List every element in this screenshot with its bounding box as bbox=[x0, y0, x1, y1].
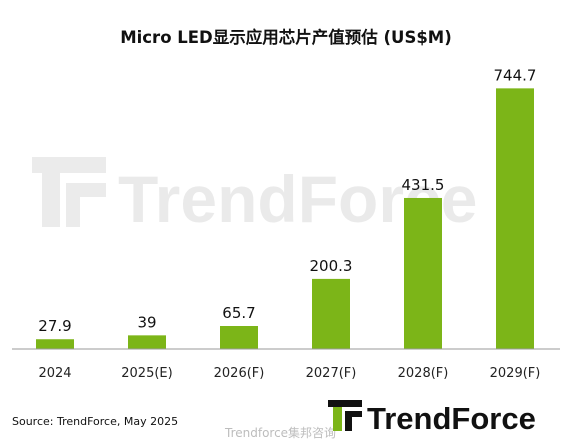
bar-2029(F) bbox=[496, 88, 534, 349]
bar-2024 bbox=[36, 339, 74, 349]
trendforce-logo: TrendForce bbox=[328, 400, 536, 436]
data-labels: 27.9 39 65.7 200.3 431.5 744.7 bbox=[38, 66, 536, 335]
x-tick-labels: 2024 2025(E) 2026(F) 2027(F) 2028(F) 2029(F) bbox=[38, 366, 540, 381]
trendforce-logo-icon bbox=[328, 400, 362, 431]
bar-2025(E) bbox=[128, 335, 166, 349]
bar-series bbox=[36, 88, 534, 349]
x-tick-label-2029(F): 2029(F) bbox=[490, 366, 541, 381]
x-tick-label-2026(F): 2026(F) bbox=[214, 366, 265, 381]
data-label-2028(F): 431.5 bbox=[402, 176, 445, 194]
data-label-2026(F): 65.7 bbox=[222, 304, 255, 322]
x-tick-label-2024: 2024 bbox=[38, 366, 71, 381]
weibo-watermark: Trendforce集邦咨询 bbox=[224, 425, 336, 440]
data-label-2027(F): 200.3 bbox=[310, 257, 353, 275]
chart-title: Micro LED显示应用芯片产值预估 (US$M) bbox=[120, 27, 452, 47]
source-note: Source: TrendForce, May 2025 bbox=[12, 415, 178, 428]
data-label-2025(E): 39 bbox=[137, 313, 156, 331]
trendforce-logo-text: TrendForce bbox=[367, 401, 536, 436]
bar-2027(F) bbox=[312, 278, 350, 349]
bar-2028(F) bbox=[404, 197, 442, 349]
x-tick-label-2025(E): 2025(E) bbox=[121, 366, 172, 381]
data-label-2024: 27.9 bbox=[38, 317, 71, 335]
data-label-2029(F): 744.7 bbox=[494, 66, 537, 84]
x-tick-label-2027(F): 2027(F) bbox=[306, 366, 357, 381]
x-tick-label-2028(F): 2028(F) bbox=[398, 366, 449, 381]
bar-2026(F) bbox=[220, 326, 258, 349]
watermark-logo-icon bbox=[32, 157, 106, 227]
